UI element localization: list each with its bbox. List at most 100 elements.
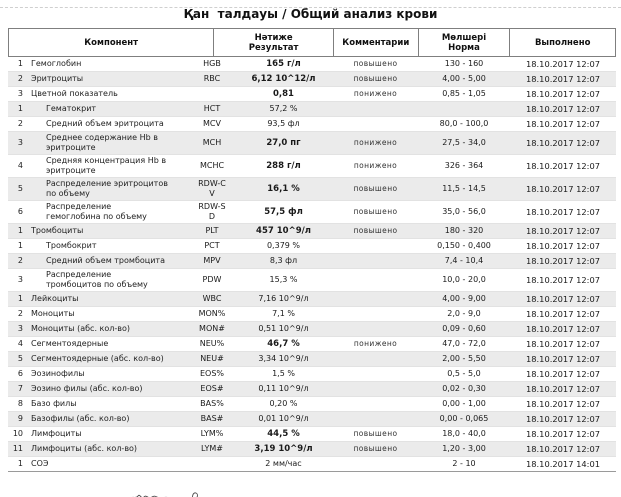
row-number: 7	[17, 384, 23, 393]
table-row: 2 Эритроциты RBC 6,12 10^12/л повышено 4,00 -…	[8, 72, 616, 87]
done-timestamp: 18.10.2017 12:07	[525, 256, 601, 266]
table-row: 11 Лимфоциты (абс. кол-во) LYM# 3,19 10^9/л…	[8, 442, 616, 457]
table-row: 3 Моноциты (абс. кол-во) MON# 0,51 10^9/л 0,…	[8, 322, 616, 337]
row-number: 6	[17, 207, 23, 216]
row-number: 5	[17, 184, 23, 193]
result-value: 8,3 фл	[269, 256, 298, 265]
result-value: 46,7 %	[267, 339, 300, 349]
row-number: 4	[17, 161, 23, 170]
result-value: 1,5 %	[272, 369, 295, 378]
comment-text: повышено	[353, 74, 398, 83]
component-abbr: EOS%	[199, 369, 225, 378]
component-abbr: RDW-S D	[198, 202, 226, 221]
comment-text: повышено	[353, 184, 398, 193]
component-abbr: EOS#	[200, 384, 224, 393]
comment-text: повышено	[353, 59, 398, 68]
row-number: 3	[17, 138, 23, 147]
result-value: 288 г/л	[266, 161, 301, 171]
table-header-row: Компонент Нәтиже Результат Комментарии М…	[8, 28, 616, 57]
done-timestamp: 18.10.2017 12:07	[525, 74, 601, 84]
result-value: 0,20 %	[269, 399, 298, 408]
table-row: 1 СОЭ 2 мм/час 2 - 10 18.10.2017 14:01	[8, 457, 616, 472]
component-abbr: PDW	[202, 275, 222, 284]
done-timestamp: 18.10.2017 12:07	[525, 384, 601, 394]
norm-range: 35,0 - 56,0	[442, 207, 486, 216]
component-name: Гематокрит	[46, 104, 97, 113]
norm-range: 180 - 320	[444, 226, 484, 235]
table-row: 3 Среднее содержание Hb в эритроците MCH 27…	[8, 132, 616, 155]
component-abbr: WBC	[202, 294, 222, 303]
done-timestamp: 18.10.2017 12:07	[525, 59, 601, 69]
done-timestamp: 18.10.2017 12:07	[525, 414, 601, 424]
component-abbr: MCH	[202, 138, 222, 147]
result-value: 3,19 10^9/л	[254, 444, 313, 454]
done-timestamp: 18.10.2017 12:07	[525, 354, 601, 364]
result-value: 16,1 %	[267, 184, 300, 194]
row-number: 1	[17, 459, 23, 468]
done-timestamp: 18.10.2017 12:07	[525, 138, 601, 148]
component-abbr: BAS#	[200, 414, 224, 423]
result-value: 0,379 %	[266, 241, 301, 250]
table-row: 2 Моноциты MON% 7,1 % 2,0 - 9,0 18.10.2017 12…	[8, 307, 616, 322]
row-number: 5	[17, 354, 23, 363]
table-row: 2 Средний объем эритроцита MCV 93,5 фл 80,0 …	[8, 117, 616, 132]
done-timestamp: 18.10.2017 12:07	[525, 104, 601, 114]
row-number: 10	[12, 429, 23, 438]
result-value: 457 10^9/л	[256, 226, 311, 236]
component-name: Лимфоциты	[31, 429, 82, 438]
component-abbr: HGB	[203, 59, 221, 68]
norm-range: 0,02 - 0,30	[442, 384, 486, 393]
component-abbr: RBC	[203, 74, 221, 83]
norm-range: 4,00 - 5,00	[442, 74, 486, 83]
result-value: 0,81	[273, 89, 294, 99]
component-abbr: HCT	[203, 104, 221, 113]
result-value: 3,34 10^9/л	[258, 354, 309, 363]
result-value: 15,3 %	[269, 275, 298, 284]
table-row: 5 Сегментоядерные (абс. кол-во) NEU# 3,34 1…	[8, 352, 616, 367]
norm-range: 47,0 - 72,0	[442, 339, 486, 348]
done-timestamp: 18.10.2017 12:07	[525, 429, 601, 439]
norm-range: 10,0 - 20,0	[442, 275, 486, 284]
result-value: 7,16 10^9/л	[258, 294, 309, 303]
row-number: 3	[17, 324, 23, 333]
table-row: 1 Тромбокрит PCT 0,379 % 0,150 - 0,400 18.10.…	[8, 239, 616, 254]
row-number: 11	[12, 444, 23, 453]
table-row: 1 Гемоглобин HGB 165 г/л повышено 130 - 160 18…	[8, 57, 616, 72]
norm-range: 2,00 - 5,50	[442, 354, 486, 363]
comment-text: повышено	[353, 429, 398, 438]
row-number: 1	[17, 294, 23, 303]
comment-text: понижено	[353, 161, 398, 170]
component-abbr: NEU%	[199, 339, 225, 348]
column-header-result: Нәтиже Результат	[213, 29, 333, 56]
component-abbr: MON%	[198, 309, 226, 318]
result-value: 57,5 фл	[264, 207, 303, 217]
page-top-divider	[0, 7, 621, 8]
component-name: Лимфоциты (абс. кол-во)	[31, 444, 138, 453]
table-row: 5 Распределение эритроцитов по объему RDW-…	[8, 178, 616, 201]
norm-range: 27,5 - 34,0	[442, 138, 486, 147]
row-number: 2	[17, 256, 23, 265]
table-row: 9 Базофилы (абс. кол-во) BAS# 0,01 10^9/л 0,…	[8, 412, 616, 427]
row-number: 3	[17, 275, 23, 284]
row-number: 4	[17, 339, 23, 348]
table-row: 3 Распределение тромбоцитов по объему PDW 1…	[8, 269, 616, 292]
row-number: 3	[17, 89, 23, 98]
component-name: СОЭ	[31, 459, 49, 468]
report-title: Қан талдауы / Общий анализ крови	[183, 7, 438, 21]
component-name: Средний объем тромбоцита	[46, 256, 165, 265]
done-timestamp: 18.10.2017 12:07	[525, 226, 601, 236]
component-name: Распределение эритроцитов по объему	[46, 179, 168, 198]
component-name: Базофилы (абс. кол-во)	[31, 414, 130, 423]
component-name: Цветной показатель	[31, 89, 118, 98]
norm-range: 0,09 - 0,60	[442, 324, 486, 333]
table-row: 1 Гематокрит HCT 57,2 % 18.10.2017 12:07	[8, 102, 616, 117]
row-number: 1	[17, 226, 23, 235]
comment-text: понижено	[353, 89, 398, 98]
row-number: 6	[17, 369, 23, 378]
column-header-done: Выполнено	[509, 29, 615, 56]
done-timestamp: 18.10.2017 14:01	[525, 459, 601, 469]
done-timestamp: 18.10.2017 12:07	[525, 119, 601, 129]
component-name: Распределение гемоглобина по объему	[46, 202, 147, 221]
table-row: 6 Эозинофилы EOS% 1,5 % 0,5 - 5,0 18.10.2017 …	[8, 367, 616, 382]
component-name: Распределение тромбоцитов по объему	[46, 270, 148, 289]
